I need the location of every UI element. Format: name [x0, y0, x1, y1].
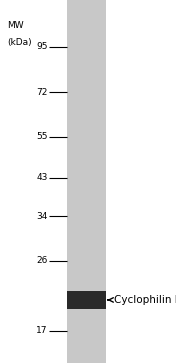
Text: 95: 95 [36, 42, 48, 51]
Text: 72: 72 [36, 88, 48, 97]
Text: (kDa): (kDa) [7, 38, 32, 48]
Bar [67, 0, 106, 363]
Text: MW: MW [7, 21, 24, 30]
Text: Cyclophilin F: Cyclophilin F [114, 295, 176, 305]
Text: 43: 43 [36, 173, 48, 182]
Text: 34: 34 [36, 212, 48, 221]
Text: 17: 17 [36, 326, 48, 335]
Text: 26: 26 [36, 256, 48, 265]
Bar [67, 291, 106, 309]
Text: 55: 55 [36, 132, 48, 141]
